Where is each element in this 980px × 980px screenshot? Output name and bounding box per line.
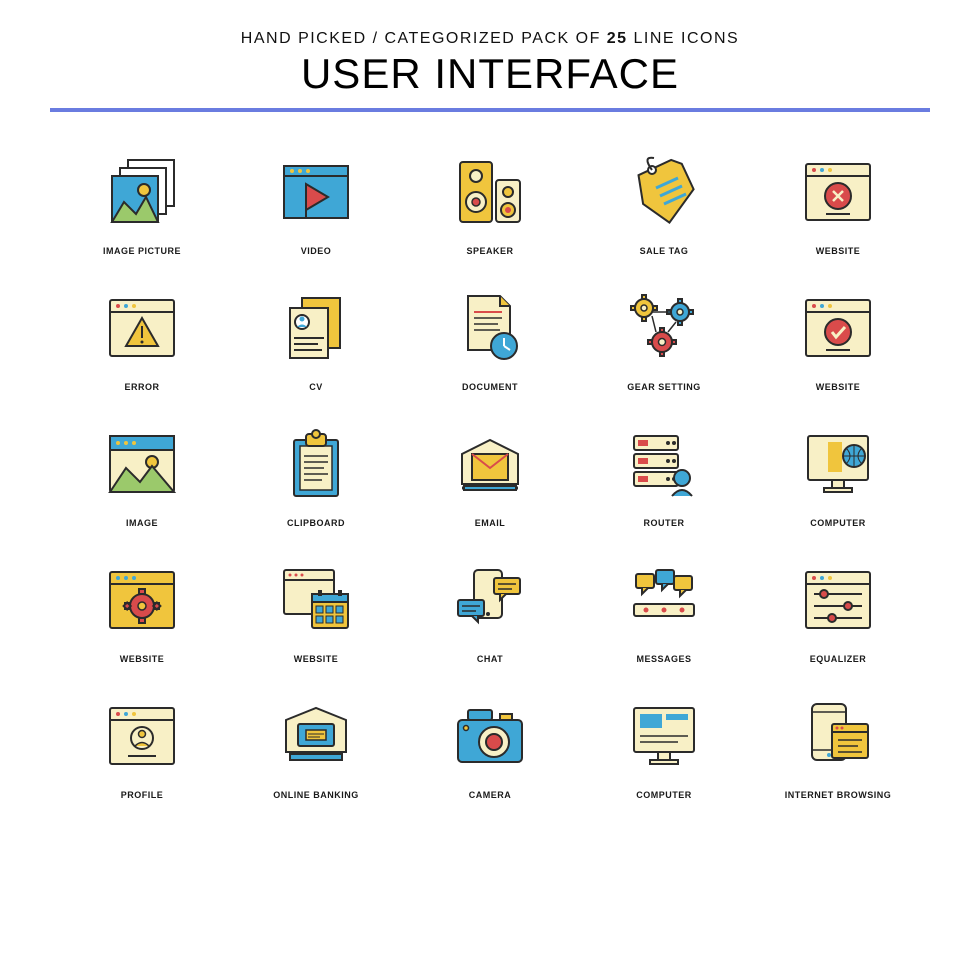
icon-label: CAMERA [408,790,572,800]
website-check-icon [756,278,920,378]
icon-cell-website-x: WEBSITE [756,142,920,256]
icon-cell-messages: MESSAGES [582,550,746,664]
icon-label: COMPUTER [756,518,920,528]
icon-cell-cv: CV [234,278,398,392]
icon-label: ROUTER [582,518,746,528]
icon-label: SPEAKER [408,246,572,256]
icon-label: WEBSITE [756,382,920,392]
icon-label: COMPUTER [582,790,746,800]
icon-cell-website-cal: WEBSITE [234,550,398,664]
icon-label: PROFILE [60,790,224,800]
document-icon [408,278,572,378]
sale-tag-icon [582,142,746,242]
icon-cell-camera: CAMERA [408,686,572,800]
computer-icon [756,414,920,514]
website-x-icon [756,142,920,242]
icon-cell-computer: COMPUTER [756,414,920,528]
icon-cell-website-gear: WEBSITE [60,550,224,664]
icon-cell-image: IMAGE [60,414,224,528]
icon-cell-website-check: WEBSITE [756,278,920,392]
icon-cell-internet-browsing: INTERNET BROWSING [756,686,920,800]
icon-label: EQUALIZER [756,654,920,664]
icon-grid: IMAGE PICTURE VIDEO SPEAKER SALE TAG WEBSITE… [50,142,930,800]
icon-cell-email: EMAIL [408,414,572,528]
icon-label: SALE TAG [582,246,746,256]
icon-label: WEBSITE [756,246,920,256]
icon-label: CV [234,382,398,392]
gear-setting-icon [582,278,746,378]
icon-cell-computer2: COMPUTER [582,686,746,800]
icon-cell-error: ERROR [60,278,224,392]
icon-cell-video: VIDEO [234,142,398,256]
icon-label: CLIPBOARD [234,518,398,528]
website-gear-icon [60,550,224,650]
icon-cell-sale-tag: SALE TAG [582,142,746,256]
website-cal-icon [234,550,398,650]
cv-icon [234,278,398,378]
online-banking-icon [234,686,398,786]
image-picture-icon [60,142,224,242]
overline-suffix: LINE ICONS [628,30,740,47]
chat-icon [408,550,572,650]
overline-prefix: HAND PICKED / CATEGORIZED PACK OF [241,30,607,47]
messages-icon [582,550,746,650]
icon-label: IMAGE [60,518,224,528]
divider [50,108,930,112]
icon-cell-profile: PROFILE [60,686,224,800]
icon-label: CHAT [408,654,572,664]
icon-cell-router: ROUTER [582,414,746,528]
icon-label: WEBSITE [234,654,398,664]
router-icon [582,414,746,514]
speaker-icon [408,142,572,242]
header: HAND PICKED / CATEGORIZED PACK OF 25 LIN… [50,30,930,98]
camera-icon [408,686,572,786]
icon-cell-gear-setting: GEAR SETTING [582,278,746,392]
icon-label: INTERNET BROWSING [756,790,920,800]
icon-label: ERROR [60,382,224,392]
icon-label: GEAR SETTING [582,382,746,392]
icon-cell-speaker: SPEAKER [408,142,572,256]
email-icon [408,414,572,514]
icon-cell-image-picture: IMAGE PICTURE [60,142,224,256]
icon-label: MESSAGES [582,654,746,664]
error-icon [60,278,224,378]
computer2-icon [582,686,746,786]
icon-cell-equalizer: EQUALIZER [756,550,920,664]
internet-browsing-icon [756,686,920,786]
icon-cell-online-banking: ONLINE BANKING [234,686,398,800]
icon-label: DOCUMENT [408,382,572,392]
icon-label: IMAGE PICTURE [60,246,224,256]
icon-label: ONLINE BANKING [234,790,398,800]
icon-label: WEBSITE [60,654,224,664]
overline: HAND PICKED / CATEGORIZED PACK OF 25 LIN… [50,30,930,48]
icon-label: VIDEO [234,246,398,256]
image-icon [60,414,224,514]
icon-label: EMAIL [408,518,572,528]
overline-count: 25 [607,30,628,47]
icon-cell-document: DOCUMENT [408,278,572,392]
icon-cell-clipboard: CLIPBOARD [234,414,398,528]
icon-cell-chat: CHAT [408,550,572,664]
profile-icon [60,686,224,786]
equalizer-icon [756,550,920,650]
video-icon [234,142,398,242]
clipboard-icon [234,414,398,514]
page-title: USER INTERFACE [50,50,930,98]
